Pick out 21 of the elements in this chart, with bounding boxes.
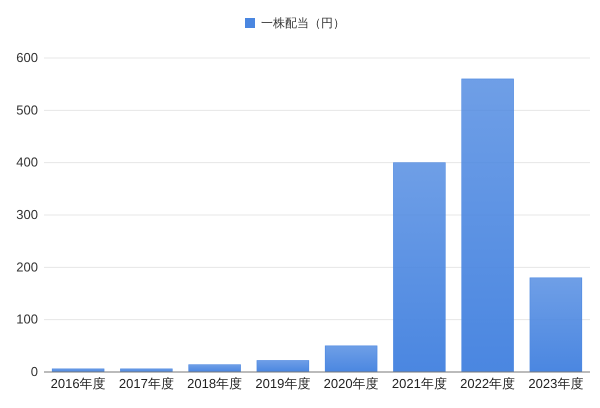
legend-label: 一株配当（円） [261, 16, 345, 30]
y-tick-label: 100 [16, 312, 38, 327]
x-tick-label: 2019年度 [255, 376, 310, 391]
x-tick-label: 2022年度 [460, 376, 516, 391]
x-tick-label: 2017年度 [118, 376, 174, 391]
y-tick-label: 0 [30, 364, 38, 379]
y-tick-label: 400 [16, 154, 38, 170]
y-tick-label: 300 [16, 207, 38, 222]
y-tick-label: 500 [16, 102, 38, 118]
bar [324, 346, 378, 372]
bar [256, 360, 310, 372]
y-tick-label: 200 [16, 259, 38, 274]
y-tick-label: 600 [16, 50, 38, 65]
bar [393, 162, 446, 372]
x-tick-label: 2020年度 [324, 376, 379, 391]
bar [530, 278, 582, 372]
x-tick-label: 2021年度 [392, 376, 447, 391]
x-tick-label: 2023年度 [528, 376, 584, 391]
x-tick-label: 2016年度 [50, 376, 106, 391]
bar [461, 78, 514, 372]
x-tick-label: 2018年度 [187, 376, 242, 391]
